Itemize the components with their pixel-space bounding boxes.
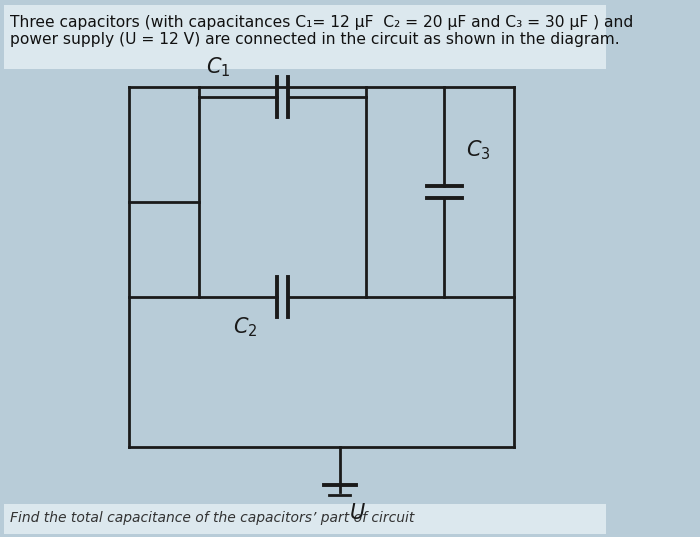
Text: $C_3$: $C_3$	[466, 139, 491, 162]
Text: Three capacitors (with capacitances C₁= 12 μF  C₂ = 20 μF and C₃ = 30 μF ) and: Three capacitors (with capacitances C₁= …	[10, 15, 634, 30]
Text: power supply (U = 12 V) are connected in the circuit as shown in the diagram.: power supply (U = 12 V) are connected in…	[10, 32, 620, 47]
Text: Find the total capacitance of the capacitors’ part of circuit: Find the total capacitance of the capaci…	[10, 511, 415, 525]
Text: $C_1$: $C_1$	[206, 55, 230, 79]
FancyBboxPatch shape	[4, 5, 606, 69]
Text: $U$: $U$	[349, 503, 365, 523]
Text: $C_2$: $C_2$	[234, 315, 258, 339]
FancyBboxPatch shape	[4, 504, 606, 534]
